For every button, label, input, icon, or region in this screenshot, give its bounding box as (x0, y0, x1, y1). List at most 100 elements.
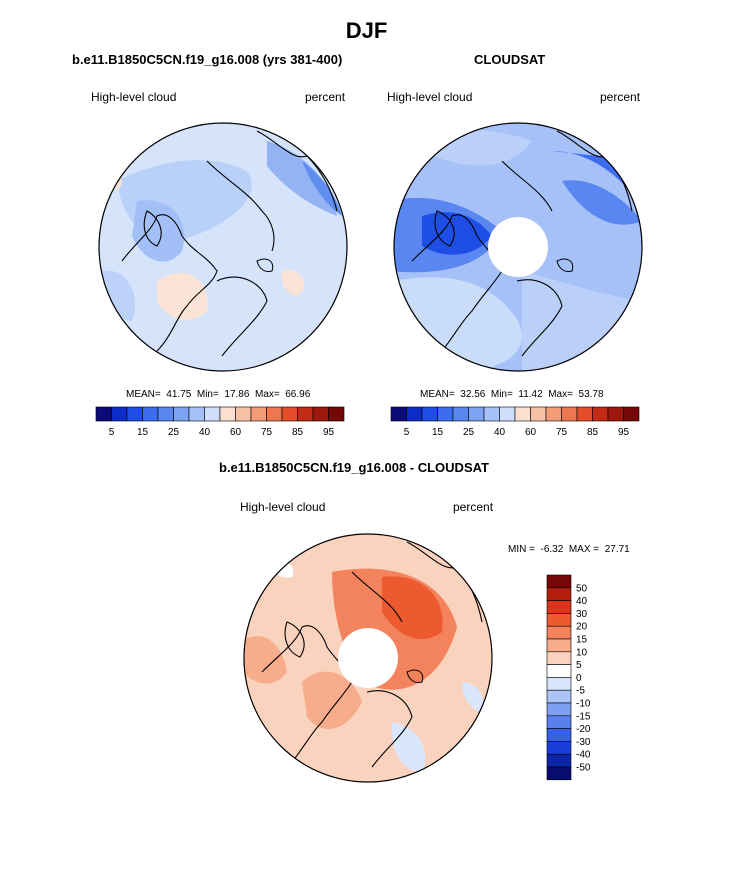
model-variable-label: High-level cloud (91, 90, 177, 104)
colorbar-swatch (219, 406, 236, 422)
colorbar-tick-label: 40 (199, 427, 211, 438)
colorbar-tick-label: -30 (576, 737, 591, 748)
model-coastline (216, 276, 268, 357)
colorbar-tick-label: 75 (261, 427, 273, 438)
colorbar-tick-label: 5 (109, 427, 115, 438)
diff-cloud-region (244, 636, 287, 684)
colorbar-tick-label: 0 (576, 673, 582, 684)
obs-cloud-region (562, 180, 642, 225)
colorbar-tick-label: 95 (323, 427, 335, 438)
colorbar-tick-label: 10 (576, 647, 588, 658)
model-panel-title: b.e11.B1850C5CN.f19_g16.008 (yrs 381-400… (72, 52, 343, 67)
colorbar-swatch (546, 766, 572, 781)
obs-coastline (556, 258, 574, 272)
colorbar-tick-label: 85 (587, 427, 599, 438)
obs-panel-title: CLOUDSAT (474, 52, 546, 67)
colorbar-swatch (546, 613, 572, 627)
colorbar-tick-label: 20 (576, 622, 588, 633)
colorbar-tick-label: 50 (576, 583, 588, 594)
colorbar-swatch (235, 406, 252, 422)
model-cloud-region (157, 272, 208, 320)
colorbar-tick-label: -50 (576, 763, 591, 774)
obs-missing-pole (488, 217, 548, 277)
diff-cloud-region (382, 576, 443, 640)
colorbar-tick-label: 95 (618, 427, 630, 438)
colorbar-swatch (250, 406, 267, 422)
colorbar-swatch (421, 406, 438, 422)
colorbar-swatch (546, 677, 572, 691)
colorbar-swatch (546, 651, 572, 665)
diff-polar-map (243, 533, 493, 783)
diff-missing-pole (338, 628, 398, 688)
colorbar-tick-label: 5 (404, 427, 410, 438)
model-coastline (256, 258, 274, 272)
colorbar-swatch (561, 406, 578, 422)
model-coastline (121, 214, 218, 352)
figure-title: DJF (345, 18, 388, 43)
colorbar-swatch (281, 406, 298, 422)
colorbar-tick-label: 25 (168, 427, 180, 438)
colorbar-swatch (266, 406, 283, 422)
colorbar-swatch (111, 406, 128, 422)
colorbar-tick-label: -10 (576, 699, 591, 710)
colorbar-swatch (546, 600, 572, 614)
model-coastline (206, 160, 275, 252)
diff-coastline (284, 621, 305, 658)
colorbar-swatch (546, 625, 572, 640)
obs-units-label: percent (600, 90, 641, 104)
colorbar-tick-label: 60 (230, 427, 242, 438)
colorbar-swatch (142, 406, 159, 422)
colorbar-tick-label: 5 (576, 660, 582, 671)
colorbar-swatch (546, 728, 572, 742)
colorbar-swatch (204, 406, 221, 422)
colorbar-swatch (390, 406, 407, 422)
diff-coastline (406, 669, 424, 683)
colorbar-swatch (188, 406, 205, 422)
diff-cloud-region (462, 682, 484, 712)
model-units-label: percent (305, 90, 346, 104)
colorbar-swatch (546, 689, 572, 704)
obs-colorbar: 5 15 25 40 60 75 85 95 (390, 406, 640, 438)
colorbar-swatch (546, 638, 572, 653)
colorbar-tick-label: 85 (292, 427, 304, 438)
obs-variable-label: High-level cloud (387, 90, 473, 104)
obs-coastline (501, 160, 553, 212)
model-stats: MEAN= 41.75 Min= 17.86 Max= 66.96 (126, 389, 311, 400)
colorbar-swatch (312, 406, 329, 422)
diff-stats: MIN = -6.32 MAX = 27.71 (508, 544, 630, 555)
colorbar-swatch (173, 406, 190, 422)
model-polar-map (98, 122, 348, 372)
colorbar-swatch (406, 406, 423, 422)
colorbar-swatch (328, 406, 345, 422)
colorbar-swatch (546, 741, 572, 755)
colorbar-swatch (545, 406, 562, 422)
colorbar-tick-label: 60 (525, 427, 537, 438)
model-coastline (143, 210, 162, 247)
colorbar-tick-label: 40 (494, 427, 506, 438)
colorbar-tick-label: 15 (576, 635, 588, 646)
obs-map-border (393, 122, 643, 372)
diff-map-border (243, 533, 493, 783)
colorbar-swatch (468, 406, 485, 422)
colorbar-tick-label: 15 (432, 427, 444, 438)
model-cloud-region (102, 270, 136, 321)
colorbar-tick-label: -20 (576, 724, 591, 735)
colorbar-swatch (126, 406, 143, 422)
colorbar-swatch (546, 574, 572, 589)
colorbar-tick-label: 25 (463, 427, 475, 438)
model-cloud-region (267, 141, 337, 216)
colorbar-swatch (607, 406, 624, 422)
colorbar-swatch (592, 406, 609, 422)
colorbar-tick-label: -40 (576, 750, 591, 761)
colorbar-tick-label: 75 (556, 427, 568, 438)
colorbar-swatch (157, 406, 174, 422)
diff-cloud-region (302, 671, 362, 729)
colorbar-swatch (452, 406, 469, 422)
colorbar-tick-label: -5 (576, 686, 585, 697)
colorbar-swatch (546, 715, 572, 729)
colorbar-swatch (499, 406, 516, 422)
colorbar-tick-label: 30 (576, 609, 588, 620)
colorbar-swatch (546, 587, 572, 601)
colorbar-swatch (95, 406, 112, 422)
